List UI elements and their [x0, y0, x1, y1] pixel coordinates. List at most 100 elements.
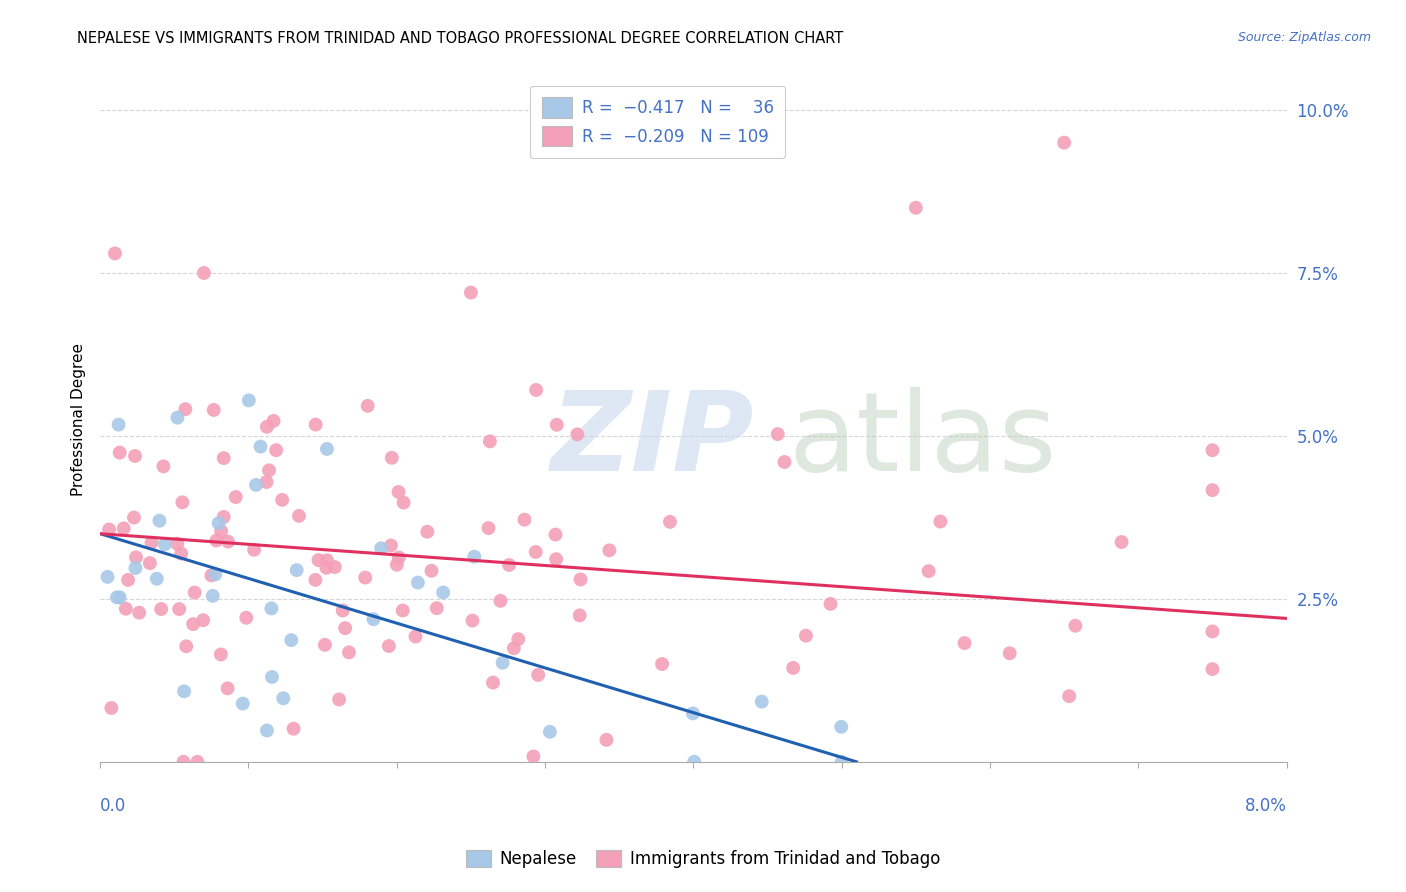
Point — [217, 681, 239, 696]
Point — [917, 564, 939, 578]
Point — [527, 668, 550, 682]
Point — [170, 547, 193, 561]
Point — [683, 755, 706, 769]
Point — [651, 657, 673, 671]
Point — [1201, 483, 1223, 497]
Point — [546, 552, 568, 566]
Point — [1201, 443, 1223, 458]
Point — [782, 661, 804, 675]
Point — [285, 563, 308, 577]
Point — [167, 602, 190, 616]
Point — [363, 612, 385, 626]
Text: NEPALESE VS IMMIGRANTS FROM TRINIDAD AND TOBAGO PROFESSIONAL DEGREE CORRELATION : NEPALESE VS IMMIGRANTS FROM TRINIDAD AND… — [77, 31, 844, 46]
Point — [201, 589, 224, 603]
Point — [260, 670, 283, 684]
Point — [381, 450, 404, 465]
Point — [104, 246, 127, 260]
Point — [751, 695, 773, 709]
Point — [1201, 662, 1223, 676]
Point — [232, 697, 254, 711]
Point — [202, 403, 225, 417]
Point — [212, 451, 235, 466]
Point — [569, 573, 592, 587]
Point — [260, 601, 283, 615]
Point — [273, 691, 295, 706]
Point — [524, 545, 547, 559]
Point — [249, 440, 271, 454]
Point — [235, 611, 257, 625]
Point — [460, 285, 482, 300]
Point — [108, 591, 131, 605]
Point — [245, 478, 267, 492]
Point — [929, 515, 952, 529]
Point — [166, 410, 188, 425]
Point — [478, 434, 501, 449]
Point — [193, 613, 215, 627]
Point — [263, 414, 285, 428]
Point — [388, 550, 411, 565]
Point — [1201, 624, 1223, 639]
Point — [271, 492, 294, 507]
Point — [773, 455, 796, 469]
Point — [766, 427, 789, 442]
Point — [392, 495, 415, 509]
Point — [682, 706, 704, 721]
Point — [316, 553, 339, 567]
Point — [205, 533, 228, 548]
Text: 0.0: 0.0 — [100, 797, 127, 814]
Point — [256, 420, 278, 434]
Point — [172, 495, 194, 509]
Point — [124, 561, 146, 575]
Legend: Nepalese, Immigrants from Trinidad and Tobago: Nepalese, Immigrants from Trinidad and T… — [460, 843, 946, 875]
Point — [283, 722, 305, 736]
Point — [243, 542, 266, 557]
Point — [332, 603, 354, 617]
Point — [212, 510, 235, 524]
Point — [904, 201, 927, 215]
Point — [217, 534, 239, 549]
Point — [385, 558, 408, 572]
Point — [1064, 618, 1087, 632]
Point — [208, 516, 231, 530]
Point — [1111, 535, 1133, 549]
Point — [491, 656, 513, 670]
Point — [125, 550, 148, 565]
Point — [1057, 689, 1080, 703]
Point — [391, 603, 413, 617]
Point — [502, 641, 524, 656]
Text: atlas: atlas — [789, 386, 1057, 493]
Point — [546, 417, 568, 432]
Point — [489, 594, 512, 608]
Point — [461, 614, 484, 628]
Point — [280, 633, 302, 648]
Point — [124, 449, 146, 463]
Point — [96, 570, 118, 584]
Point — [404, 630, 426, 644]
Legend: R =  −0.417   N =    36, R =  −0.209   N = 109: R = −0.417 N = 36, R = −0.209 N = 109 — [530, 86, 786, 158]
Point — [794, 629, 817, 643]
Point — [314, 638, 336, 652]
Point — [953, 636, 976, 650]
Point — [513, 513, 536, 527]
Point — [257, 463, 280, 477]
Point — [830, 720, 852, 734]
Point — [150, 602, 173, 616]
Point — [567, 427, 589, 442]
Point — [193, 266, 215, 280]
Point — [333, 621, 356, 635]
Point — [477, 521, 499, 535]
Point — [420, 564, 443, 578]
Point — [107, 417, 129, 432]
Point — [498, 558, 520, 572]
Point — [304, 573, 326, 587]
Point — [522, 749, 544, 764]
Point — [380, 539, 402, 553]
Point — [315, 561, 337, 575]
Point — [112, 521, 135, 535]
Point — [174, 640, 197, 654]
Point — [416, 524, 439, 539]
Point — [658, 515, 681, 529]
Point — [105, 591, 128, 605]
Y-axis label: Professional Degree: Professional Degree — [72, 343, 86, 496]
Point — [328, 692, 350, 706]
